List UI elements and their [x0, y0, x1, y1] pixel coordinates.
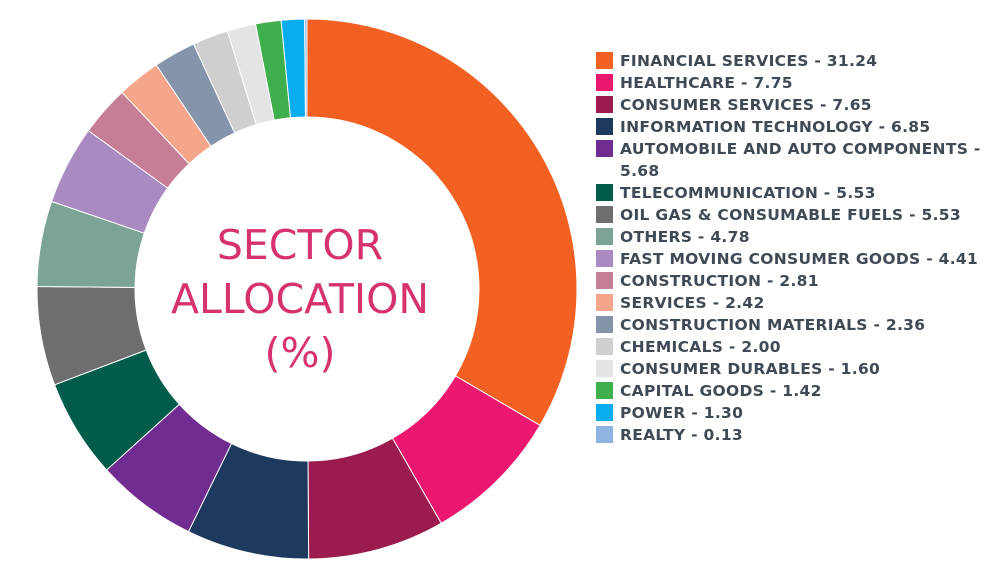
legend-item: OTHERS - 4.78 [596, 226, 996, 248]
legend-swatch [596, 426, 613, 443]
legend-swatch [596, 360, 613, 377]
legend-swatch [596, 338, 613, 355]
legend-swatch [596, 382, 613, 399]
legend-label: HEALTHCARE - 7.75 [620, 74, 793, 92]
legend-label: CAPITAL GOODS - 1.42 [620, 382, 822, 400]
legend-swatch [596, 96, 613, 113]
legend-swatch [596, 140, 613, 157]
legend-label: CONSUMER DURABLES - 1.60 [620, 360, 881, 378]
legend-label: CONSUMER SERVICES - 7.65 [620, 96, 872, 114]
legend-swatch [596, 206, 613, 223]
legend-swatch [596, 250, 613, 267]
legend-swatch [596, 228, 613, 245]
legend-swatch [596, 294, 613, 311]
legend-item: OIL GAS & CONSUMABLE FUELS - 5.53 [596, 204, 996, 226]
legend-swatch [596, 74, 613, 91]
legend-label: OTHERS - 4.78 [620, 228, 750, 246]
legend-item: CAPITAL GOODS - 1.42 [596, 380, 996, 402]
legend-label: FAST MOVING CONSUMER GOODS - 4.41 [620, 250, 979, 268]
legend-label: REALTY - 0.13 [620, 426, 743, 444]
legend-label: SERVICES - 2.42 [620, 294, 765, 312]
legend-label: CHEMICALS - 2.00 [620, 338, 781, 356]
center-title-line-1: SECTOR [216, 221, 384, 269]
legend-item: HEALTHCARE - 7.75 [596, 72, 996, 94]
legend-swatch [596, 52, 613, 69]
legend-item: SERVICES - 2.42 [596, 292, 996, 314]
pie-slice [304, 18, 308, 118]
legend-item: CONSTRUCTION MATERIALS - 2.36 [596, 314, 996, 336]
legend-item: AUTOMOBILE AND AUTO COMPONENTS - 5.68 [596, 138, 996, 182]
legend-swatch [596, 184, 613, 201]
legend-item: CONSTRUCTION - 2.81 [596, 270, 996, 292]
legend-item: CONSUMER SERVICES - 7.65 [596, 94, 996, 116]
legend-label: INFORMATION TECHNOLOGY - 6.85 [620, 118, 931, 136]
legend-item: CONSUMER DURABLES - 1.60 [596, 358, 996, 380]
legend-item: FAST MOVING CONSUMER GOODS - 4.41 [596, 248, 996, 270]
center-title-line-3: (%) [264, 329, 336, 377]
legend-item: FINANCIAL SERVICES - 31.24 [596, 50, 996, 72]
legend-swatch [596, 272, 613, 289]
legend-label: AUTOMOBILE AND AUTO COMPONENTS - 5.68 [620, 140, 981, 180]
legend-swatch [596, 316, 613, 333]
legend-label: OIL GAS & CONSUMABLE FUELS - 5.53 [620, 206, 961, 224]
legend-swatch [596, 404, 613, 421]
legend-item: REALTY - 0.13 [596, 424, 996, 446]
legend-label: TELECOMMUNICATION - 5.53 [620, 184, 876, 202]
legend-label: CONSTRUCTION - 2.81 [620, 272, 819, 290]
chart-center-title: SECTOR ALLOCATION (%) [160, 218, 440, 380]
center-title-line-2: ALLOCATION [170, 275, 430, 323]
pie-slice [306, 18, 578, 427]
legend-label: FINANCIAL SERVICES - 31.24 [620, 52, 878, 70]
legend-item: TELECOMMUNICATION - 5.53 [596, 182, 996, 204]
legend-item: CHEMICALS - 2.00 [596, 336, 996, 358]
legend-item: POWER - 1.30 [596, 402, 996, 424]
legend-item: INFORMATION TECHNOLOGY - 6.85 [596, 116, 996, 138]
legend-label: CONSTRUCTION MATERIALS - 2.36 [620, 316, 926, 334]
legend-label: POWER - 1.30 [620, 404, 744, 422]
chart-legend: FINANCIAL SERVICES - 31.24 HEALTHCARE - 7… [596, 50, 996, 446]
legend-swatch [596, 118, 613, 135]
